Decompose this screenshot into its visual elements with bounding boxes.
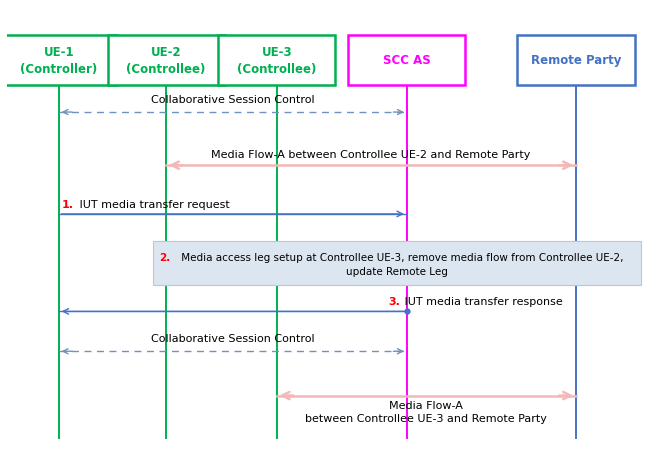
FancyBboxPatch shape [0,36,118,86]
Text: SCC AS: SCC AS [383,55,431,67]
FancyBboxPatch shape [218,36,335,86]
Text: IUT media transfer request: IUT media transfer request [76,199,230,209]
FancyBboxPatch shape [349,36,465,86]
Text: UE-2
(Controllee): UE-2 (Controllee) [126,46,206,76]
Text: IUT media transfer response: IUT media transfer response [401,296,562,306]
Text: Remote Party: Remote Party [531,55,622,67]
Text: Media access leg setup at Controllee UE-3, remove media flow from Controllee UE-: Media access leg setup at Controllee UE-… [178,253,623,263]
FancyBboxPatch shape [108,36,224,86]
Text: UE-3
(Controllee): UE-3 (Controllee) [237,46,316,76]
Text: Media Flow-A
between Controllee UE-3 and Remote Party: Media Flow-A between Controllee UE-3 and… [305,400,547,423]
FancyBboxPatch shape [153,241,641,285]
Text: 2.: 2. [159,253,171,263]
Text: UE-1
(Controller): UE-1 (Controller) [20,46,98,76]
Text: Media Flow-A between Controllee UE-2 and Remote Party: Media Flow-A between Controllee UE-2 and… [211,149,531,159]
Text: 1.: 1. [62,199,74,209]
Text: update Remote Leg: update Remote Leg [346,266,448,276]
FancyBboxPatch shape [517,36,635,86]
Text: Collaborative Session Control: Collaborative Session Control [151,334,315,344]
Text: 3.: 3. [388,296,400,306]
Text: Collaborative Session Control: Collaborative Session Control [151,95,315,105]
